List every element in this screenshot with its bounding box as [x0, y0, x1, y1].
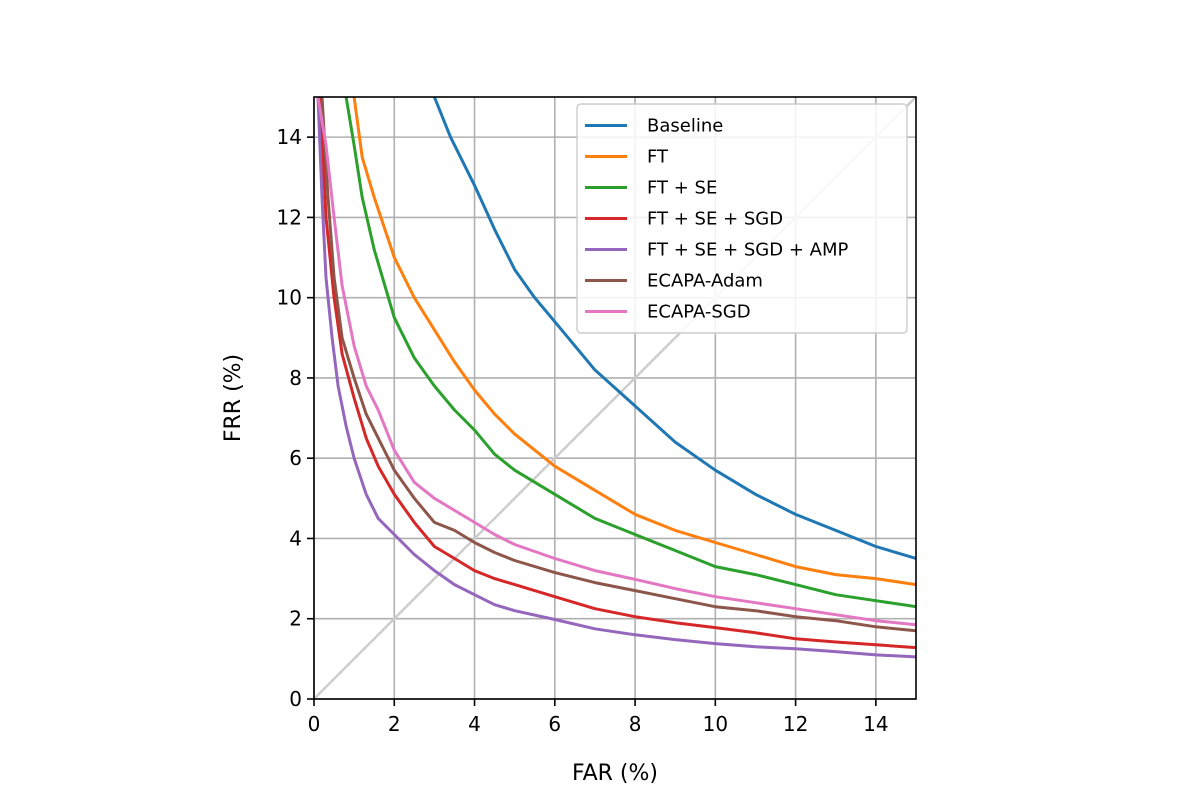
series-layer	[316, 97, 916, 659]
legend-label-3: FT + SE + SGD	[647, 209, 783, 230]
y-tick-label-7: 14	[277, 125, 302, 149]
series-line-2	[344, 97, 916, 609]
legend-label-1: FT	[647, 147, 669, 168]
legend-label-0: Baseline	[647, 116, 723, 137]
y-tick-label-5: 10	[277, 286, 302, 310]
plot-frame	[313, 96, 917, 700]
y-tick-label-0: 0	[289, 687, 302, 711]
y-tick-label-1: 2	[289, 607, 302, 631]
series-line-4	[316, 97, 916, 659]
x-tick-label-2: 4	[468, 712, 481, 736]
series-line-5	[320, 97, 916, 633]
series-line-6	[316, 97, 916, 627]
x-tick-label-3: 6	[548, 712, 561, 736]
legend-label-5: ECAPA-Adam	[647, 271, 763, 292]
legend-label-4: FT + SE + SGD + AMP	[647, 240, 848, 261]
y-axis-label: FRR (%)	[221, 354, 246, 442]
series-line-1	[352, 97, 916, 587]
legend: Baseline FT FT + SE FT + SE + SGD FT + SE + …	[576, 103, 908, 334]
x-tick-label-7: 14	[863, 712, 888, 736]
y-tick-label-2: 4	[289, 526, 302, 550]
series-line-0	[432, 97, 916, 560]
y-tick-label-6: 12	[277, 205, 302, 229]
x-tick-label-1: 2	[388, 712, 401, 736]
x-tick-label-4: 8	[629, 712, 642, 736]
y-axis: 0 2 4 6 8 10 12 14	[277, 125, 314, 711]
y-tick-label-4: 8	[289, 366, 302, 390]
x-tick-label-6: 12	[783, 712, 808, 736]
y-tick-label-3: 6	[289, 446, 302, 470]
x-tick-label-5: 10	[703, 712, 728, 736]
x-axis-label: FAR (%)	[572, 761, 658, 786]
series-line-3	[318, 97, 916, 650]
x-axis: 0 2 4 6 8 10 12 14	[308, 699, 889, 736]
legend-box	[576, 103, 908, 334]
legend-label-2: FT + SE	[647, 178, 717, 199]
legend-label-6: ECAPA-SGD	[647, 302, 751, 323]
x-tick-label-0: 0	[308, 712, 321, 736]
